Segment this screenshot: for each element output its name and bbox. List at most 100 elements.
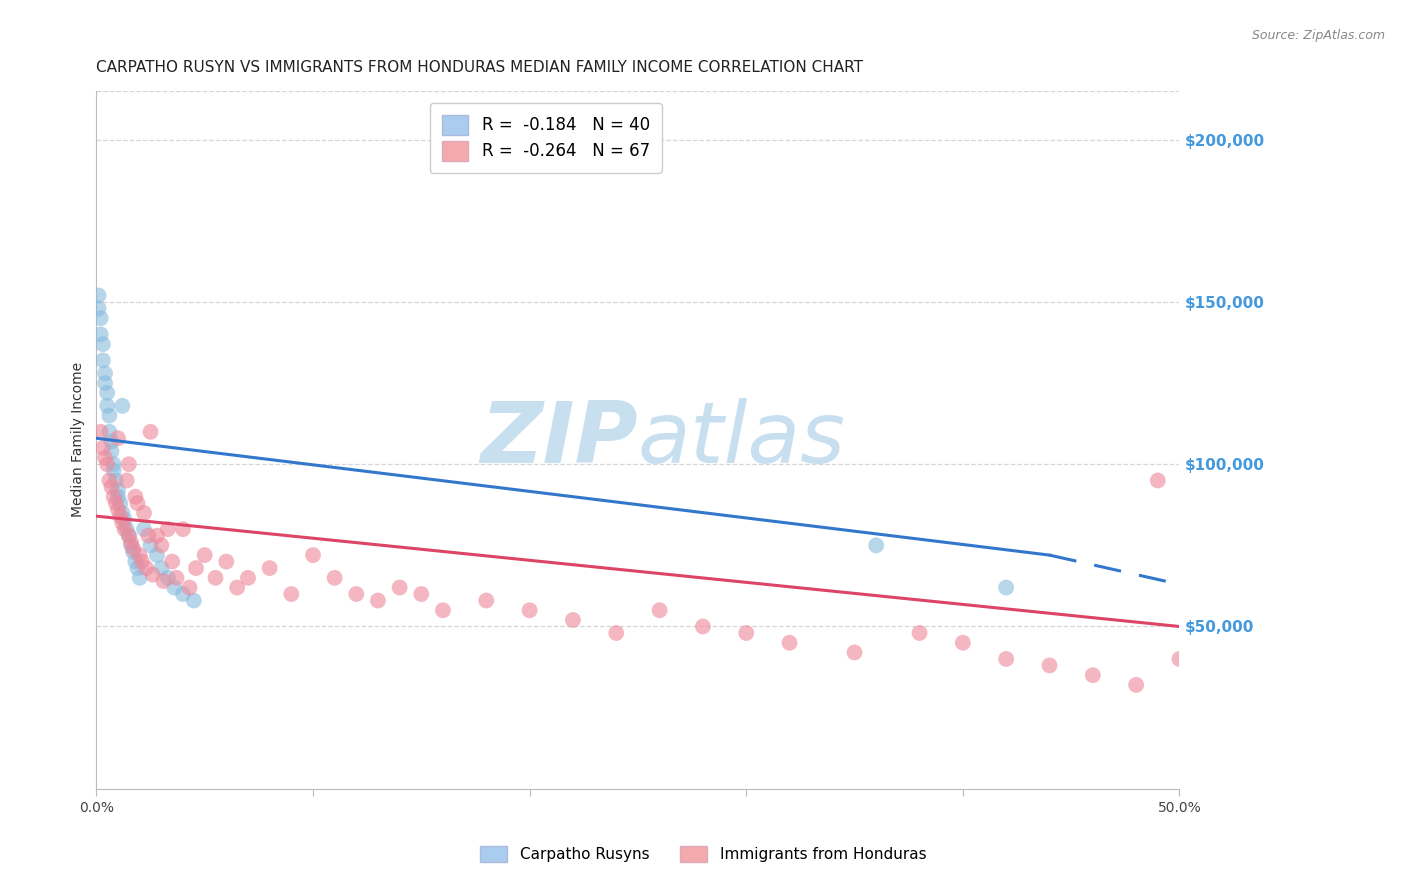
Point bbox=[122, 541, 145, 556]
Point bbox=[183, 593, 205, 607]
Point bbox=[411, 587, 433, 601]
Point bbox=[519, 603, 541, 617]
Point bbox=[146, 528, 169, 542]
Point bbox=[735, 626, 758, 640]
Point bbox=[94, 450, 117, 465]
Point bbox=[139, 538, 162, 552]
Point bbox=[87, 301, 110, 316]
Point bbox=[118, 528, 141, 542]
Point bbox=[1081, 668, 1104, 682]
Point bbox=[160, 555, 183, 569]
Point bbox=[259, 561, 281, 575]
Point bbox=[94, 376, 117, 390]
Point bbox=[108, 509, 131, 524]
Point bbox=[995, 652, 1018, 666]
Point bbox=[226, 581, 249, 595]
Text: atlas: atlas bbox=[638, 399, 846, 482]
Point bbox=[103, 490, 125, 504]
Point bbox=[1125, 678, 1147, 692]
Point bbox=[132, 522, 155, 536]
Point bbox=[1038, 658, 1060, 673]
Point bbox=[561, 613, 583, 627]
Point bbox=[107, 490, 129, 504]
Point bbox=[108, 496, 131, 510]
Point bbox=[475, 593, 498, 607]
Legend: Carpatho Rusyns, Immigrants from Honduras: Carpatho Rusyns, Immigrants from Hondura… bbox=[474, 839, 932, 868]
Point bbox=[995, 581, 1018, 595]
Point bbox=[388, 581, 411, 595]
Point bbox=[96, 457, 118, 471]
Point bbox=[1168, 652, 1191, 666]
Point bbox=[204, 571, 226, 585]
Point bbox=[114, 512, 136, 526]
Point bbox=[128, 571, 150, 585]
Point bbox=[172, 587, 194, 601]
Point bbox=[98, 474, 121, 488]
Point bbox=[107, 431, 129, 445]
Point bbox=[103, 457, 125, 471]
Point bbox=[194, 548, 217, 562]
Point bbox=[91, 353, 114, 368]
Point bbox=[779, 636, 801, 650]
Point bbox=[692, 619, 714, 633]
Point bbox=[1146, 474, 1168, 488]
Point bbox=[150, 561, 173, 575]
Point bbox=[432, 603, 454, 617]
Point bbox=[96, 399, 118, 413]
Point bbox=[91, 441, 114, 455]
Point bbox=[115, 522, 138, 536]
Point bbox=[648, 603, 671, 617]
Point bbox=[90, 327, 112, 342]
Point bbox=[163, 581, 186, 595]
Point bbox=[215, 555, 238, 569]
Point bbox=[952, 636, 974, 650]
Point bbox=[166, 571, 188, 585]
Point bbox=[156, 571, 179, 585]
Point bbox=[127, 561, 149, 575]
Point bbox=[122, 545, 145, 559]
Point bbox=[90, 425, 112, 439]
Point bbox=[111, 506, 134, 520]
Point bbox=[94, 367, 117, 381]
Point bbox=[344, 587, 367, 601]
Point bbox=[152, 574, 174, 588]
Point bbox=[367, 593, 389, 607]
Point bbox=[107, 502, 129, 516]
Point bbox=[236, 571, 259, 585]
Point bbox=[302, 548, 325, 562]
Point bbox=[280, 587, 302, 601]
Point bbox=[127, 496, 149, 510]
Point bbox=[100, 480, 122, 494]
Point bbox=[90, 311, 112, 326]
Point bbox=[865, 538, 887, 552]
Point bbox=[146, 548, 169, 562]
Point bbox=[100, 434, 122, 449]
Point bbox=[98, 425, 121, 439]
Point bbox=[139, 425, 162, 439]
Point bbox=[132, 506, 155, 520]
Point bbox=[120, 535, 142, 549]
Point bbox=[114, 522, 136, 536]
Point bbox=[128, 548, 150, 562]
Point bbox=[107, 483, 129, 498]
Point bbox=[156, 522, 179, 536]
Point bbox=[184, 561, 207, 575]
Point bbox=[100, 444, 122, 458]
Point bbox=[104, 474, 127, 488]
Text: CARPATHO RUSYN VS IMMIGRANTS FROM HONDURAS MEDIAN FAMILY INCOME CORRELATION CHAR: CARPATHO RUSYN VS IMMIGRANTS FROM HONDUR… bbox=[97, 60, 863, 75]
Point bbox=[104, 496, 127, 510]
Point bbox=[96, 385, 118, 400]
Point bbox=[118, 457, 141, 471]
Point bbox=[124, 555, 146, 569]
Point bbox=[103, 464, 125, 478]
Point bbox=[908, 626, 931, 640]
Point bbox=[131, 555, 153, 569]
Point bbox=[323, 571, 346, 585]
Y-axis label: Median Family Income: Median Family Income bbox=[72, 362, 86, 517]
Point bbox=[844, 645, 866, 659]
Point bbox=[120, 538, 142, 552]
Point bbox=[135, 561, 157, 575]
Point bbox=[87, 288, 110, 302]
Point bbox=[150, 538, 173, 552]
Point bbox=[115, 474, 138, 488]
